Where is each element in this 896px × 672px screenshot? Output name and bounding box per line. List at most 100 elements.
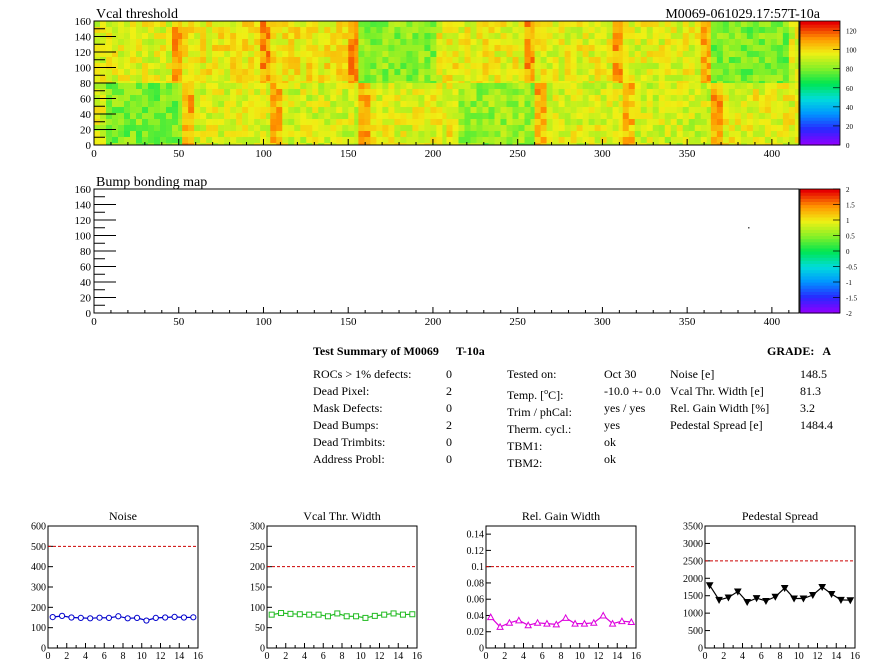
- heatmap-cell: [166, 75, 173, 82]
- heatmap-cell: [194, 143, 201, 146]
- heatmap-cell: [106, 39, 113, 46]
- heatmap-cell: [452, 33, 459, 40]
- heatmap-cell: [218, 107, 225, 114]
- data-point: [846, 597, 855, 605]
- heatmap-cell: [734, 113, 742, 120]
- heatmap-cell: [424, 63, 431, 70]
- heatmap-cell: [318, 45, 325, 52]
- heatmap-cell: [670, 137, 678, 144]
- heatmap-cell: [324, 45, 331, 52]
- heatmap-cell: [178, 125, 183, 132]
- heatmap-cell: [694, 101, 702, 108]
- heatmap-cell: [530, 63, 535, 70]
- y-tick-label: 300: [31, 583, 46, 594]
- heatmap-cell: [412, 95, 419, 102]
- heatmap-cell: [476, 101, 483, 108]
- heatmap-cell: [424, 113, 431, 120]
- heatmap-cell: [558, 21, 565, 28]
- heatmap-cell: [512, 131, 519, 138]
- heatmap-cell: [658, 89, 666, 96]
- heatmap-cell: [348, 33, 355, 40]
- heatmap-cell: [154, 95, 161, 102]
- x-tick-label: 0: [703, 651, 708, 662]
- heatmap-cell: [664, 95, 672, 102]
- heatmap-cell: [458, 27, 465, 34]
- heatmap-cell: [658, 83, 666, 90]
- heatmap-cell: [442, 101, 447, 108]
- heatmap-cell: [534, 75, 541, 82]
- heatmap-cell: [452, 137, 459, 144]
- heatmap-cell: [688, 131, 696, 138]
- heatmap-cell: [112, 143, 119, 146]
- heatmap-cell: [160, 21, 167, 28]
- x-tick-label: 16: [412, 651, 422, 662]
- heatmap-cell: [764, 33, 772, 40]
- heatmap-cell: [394, 137, 401, 144]
- heatmap-cell: [488, 125, 495, 132]
- heatmap-cell: [400, 131, 407, 138]
- heatmap-cell: [276, 113, 283, 120]
- heatmap-cell: [776, 89, 784, 96]
- heatmap-cell: [710, 45, 718, 52]
- heatmap-cell: [740, 57, 748, 64]
- heatmap-cell: [418, 51, 425, 58]
- heatmap-cell: [182, 131, 189, 138]
- heatmap-cell: [612, 63, 619, 70]
- heatmap-cell: [564, 137, 571, 144]
- scale-band: [800, 27, 840, 31]
- heatmap-cell: [260, 27, 267, 34]
- heatmap-cell: [716, 39, 724, 46]
- scale-band: [800, 207, 840, 212]
- heatmap-cell: [178, 107, 183, 114]
- heatmap-cell: [276, 101, 283, 108]
- heatmap-cell: [564, 143, 571, 146]
- heatmap-cell: [658, 101, 666, 108]
- heatmap-cell: [100, 81, 107, 84]
- heatmap-cell: [658, 75, 666, 82]
- heatmap-cell: [336, 27, 343, 34]
- heatmap-cell: [348, 51, 355, 58]
- heatmap-cell: [142, 81, 149, 84]
- heatmap-cell: [628, 101, 636, 108]
- heatmap-cell: [300, 33, 307, 40]
- heatmap-cell: [494, 57, 501, 64]
- heatmap-cell: [154, 33, 161, 40]
- heatmap-cell: [300, 21, 307, 28]
- heatmap-cell: [728, 75, 736, 82]
- heatmap-cell: [382, 69, 389, 76]
- heatmap-cell: [576, 81, 583, 84]
- heatmap-cell: [276, 45, 283, 52]
- heatmap-cell: [612, 125, 619, 132]
- heatmap-cell: [364, 39, 371, 46]
- heatmap-cell: [260, 51, 267, 58]
- heatmap-cell: [452, 89, 459, 96]
- heatmap-cell: [342, 107, 349, 114]
- heatmap-cell: [682, 113, 690, 120]
- scale-label: 80: [846, 66, 854, 74]
- heatmap-cell: [534, 57, 541, 64]
- heatmap-cell: [254, 39, 261, 46]
- heatmap-cell: [370, 21, 377, 28]
- heatmap-cell: [500, 81, 507, 84]
- heatmap-cell: [740, 21, 748, 28]
- heatmap-cell: [518, 63, 525, 70]
- heatmap-cell: [100, 143, 107, 146]
- heatmap-cell: [612, 21, 619, 28]
- heatmap-cell: [740, 33, 748, 40]
- heatmap-cell: [482, 69, 489, 76]
- heatmap-cell: [400, 81, 407, 84]
- heatmap-cell: [406, 27, 413, 34]
- heatmap-cell: [782, 45, 790, 52]
- heatmap-cell: [600, 45, 607, 52]
- heatmap-cell: [312, 57, 319, 64]
- heatmap-cell: [646, 143, 654, 146]
- y-tick-label: 140: [75, 32, 92, 44]
- heatmap-cell: [382, 63, 389, 70]
- heatmap-cell: [188, 119, 195, 126]
- summary-left-value: 0: [446, 367, 452, 381]
- heatmap-cell: [370, 113, 377, 120]
- heatmap-cell: [424, 119, 431, 126]
- heatmap-cell: [570, 137, 577, 144]
- heatmap-cell: [652, 137, 660, 144]
- heatmap-cell: [182, 83, 189, 90]
